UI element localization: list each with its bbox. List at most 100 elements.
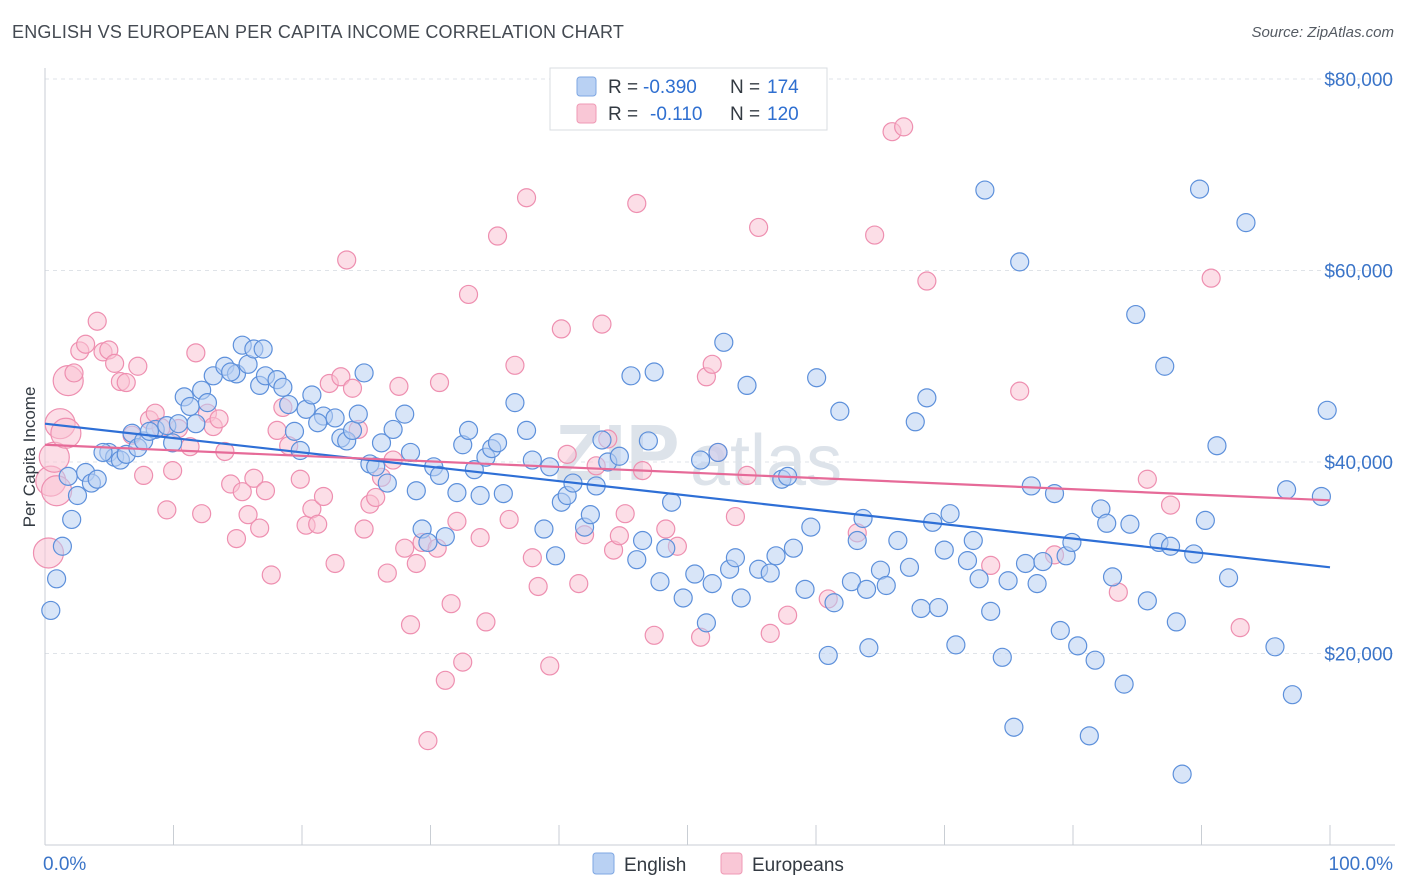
- english-point: [47, 569, 67, 589]
- europeans-point: [163, 461, 183, 481]
- europeans-point: [778, 605, 798, 625]
- english-point: [934, 540, 954, 560]
- europeans-point: [128, 356, 148, 376]
- english-point: [853, 508, 873, 529]
- english-point: [470, 485, 490, 506]
- europeans-points: [32, 117, 1250, 751]
- europeans-point: [627, 193, 647, 214]
- europeans-point: [209, 409, 229, 429]
- english-trend-line: [44, 422, 1331, 569]
- legend-english-r-label: R =: [608, 77, 638, 98]
- europeans-point: [760, 623, 780, 643]
- english-point: [592, 430, 612, 450]
- europeans-point: [157, 500, 177, 520]
- europeans-point: [557, 444, 577, 464]
- europeans-point: [226, 528, 247, 549]
- europeans-point: [105, 353, 125, 373]
- europeans-point: [87, 311, 107, 331]
- english-point: [1010, 252, 1030, 272]
- english-point: [342, 420, 363, 441]
- europeans-point: [516, 188, 537, 208]
- legend-english-n-label: N =: [730, 77, 760, 98]
- english-point: [354, 363, 374, 383]
- europeans-point: [551, 319, 571, 339]
- x-tick-label-start: 0.0%: [43, 854, 86, 875]
- english-point: [807, 368, 827, 388]
- english-point: [447, 483, 467, 503]
- europeans-point: [76, 334, 96, 354]
- english-point: [685, 564, 705, 584]
- europeans-point: [505, 355, 525, 375]
- europeans-point: [441, 594, 461, 614]
- english-point: [1276, 480, 1297, 500]
- y-tick-labels: $20,000 $40,000 $60,000 $80,000: [1324, 70, 1393, 666]
- europeans-point: [406, 553, 426, 574]
- english-point: [830, 401, 850, 421]
- europeans-point: [400, 615, 421, 635]
- legend-europeans-r-value: -0.110: [650, 104, 702, 125]
- legend-bottom-english-swatch: [592, 852, 615, 875]
- english-point: [545, 546, 566, 566]
- europeans-point: [487, 226, 508, 246]
- europeans-point: [186, 343, 206, 363]
- europeans-point: [331, 367, 351, 387]
- english-point: [534, 519, 554, 539]
- europeans-point: [1010, 381, 1030, 401]
- english-point: [940, 504, 960, 524]
- europeans-point: [1137, 469, 1157, 489]
- english-point: [696, 613, 717, 633]
- english-point: [1004, 717, 1024, 737]
- english-point: [52, 536, 73, 556]
- english-point: [383, 419, 403, 440]
- europeans-point: [447, 511, 467, 531]
- english-point: [1068, 636, 1088, 656]
- europeans-point: [540, 656, 560, 676]
- legend-europeans-n-value: 120: [767, 104, 799, 125]
- europeans-point: [429, 372, 450, 393]
- europeans-point: [255, 481, 276, 501]
- english-point: [856, 579, 877, 599]
- europeans-point: [615, 504, 635, 524]
- english-point: [1079, 726, 1099, 746]
- english-point: [888, 530, 908, 551]
- english-point: [1155, 356, 1175, 376]
- english-point: [946, 635, 966, 655]
- europeans-point: [1230, 618, 1250, 638]
- english-point: [1184, 544, 1204, 564]
- english-point: [731, 588, 751, 608]
- english-point: [969, 569, 989, 589]
- english-point: [302, 385, 322, 405]
- english-point: [580, 505, 600, 525]
- english-point: [348, 404, 368, 424]
- english-point: [1033, 551, 1053, 572]
- y-tick-label: $40,000: [1324, 453, 1393, 474]
- europeans-point: [702, 354, 722, 374]
- source-label: Source: ZipAtlas.com: [1251, 24, 1394, 41]
- europeans-point: [250, 518, 270, 538]
- english-point: [1166, 612, 1186, 632]
- y-tick-label: $80,000: [1324, 70, 1393, 91]
- legend-bottom-europeans-swatch: [720, 852, 743, 875]
- english-point: [87, 469, 107, 489]
- europeans-point: [1201, 268, 1221, 288]
- english-point: [67, 485, 88, 506]
- english-point: [847, 530, 867, 551]
- trend-lines: [44, 422, 1331, 569]
- europeans-point: [749, 217, 769, 238]
- english-point: [801, 517, 821, 537]
- english-point: [691, 450, 711, 470]
- english-point: [911, 598, 931, 619]
- x-tick-labels: 0.0% 100.0%: [43, 854, 1393, 875]
- english-point: [963, 530, 983, 551]
- europeans-point: [290, 469, 310, 489]
- english-point: [197, 393, 218, 413]
- europeans-point: [354, 519, 374, 539]
- english-point: [377, 473, 397, 493]
- english-point: [1282, 685, 1302, 705]
- europeans-point: [609, 526, 629, 546]
- europeans-point: [522, 548, 542, 568]
- english-point: [308, 413, 328, 433]
- english-point: [899, 557, 920, 577]
- english-point: [1137, 591, 1157, 611]
- english-point: [876, 575, 896, 596]
